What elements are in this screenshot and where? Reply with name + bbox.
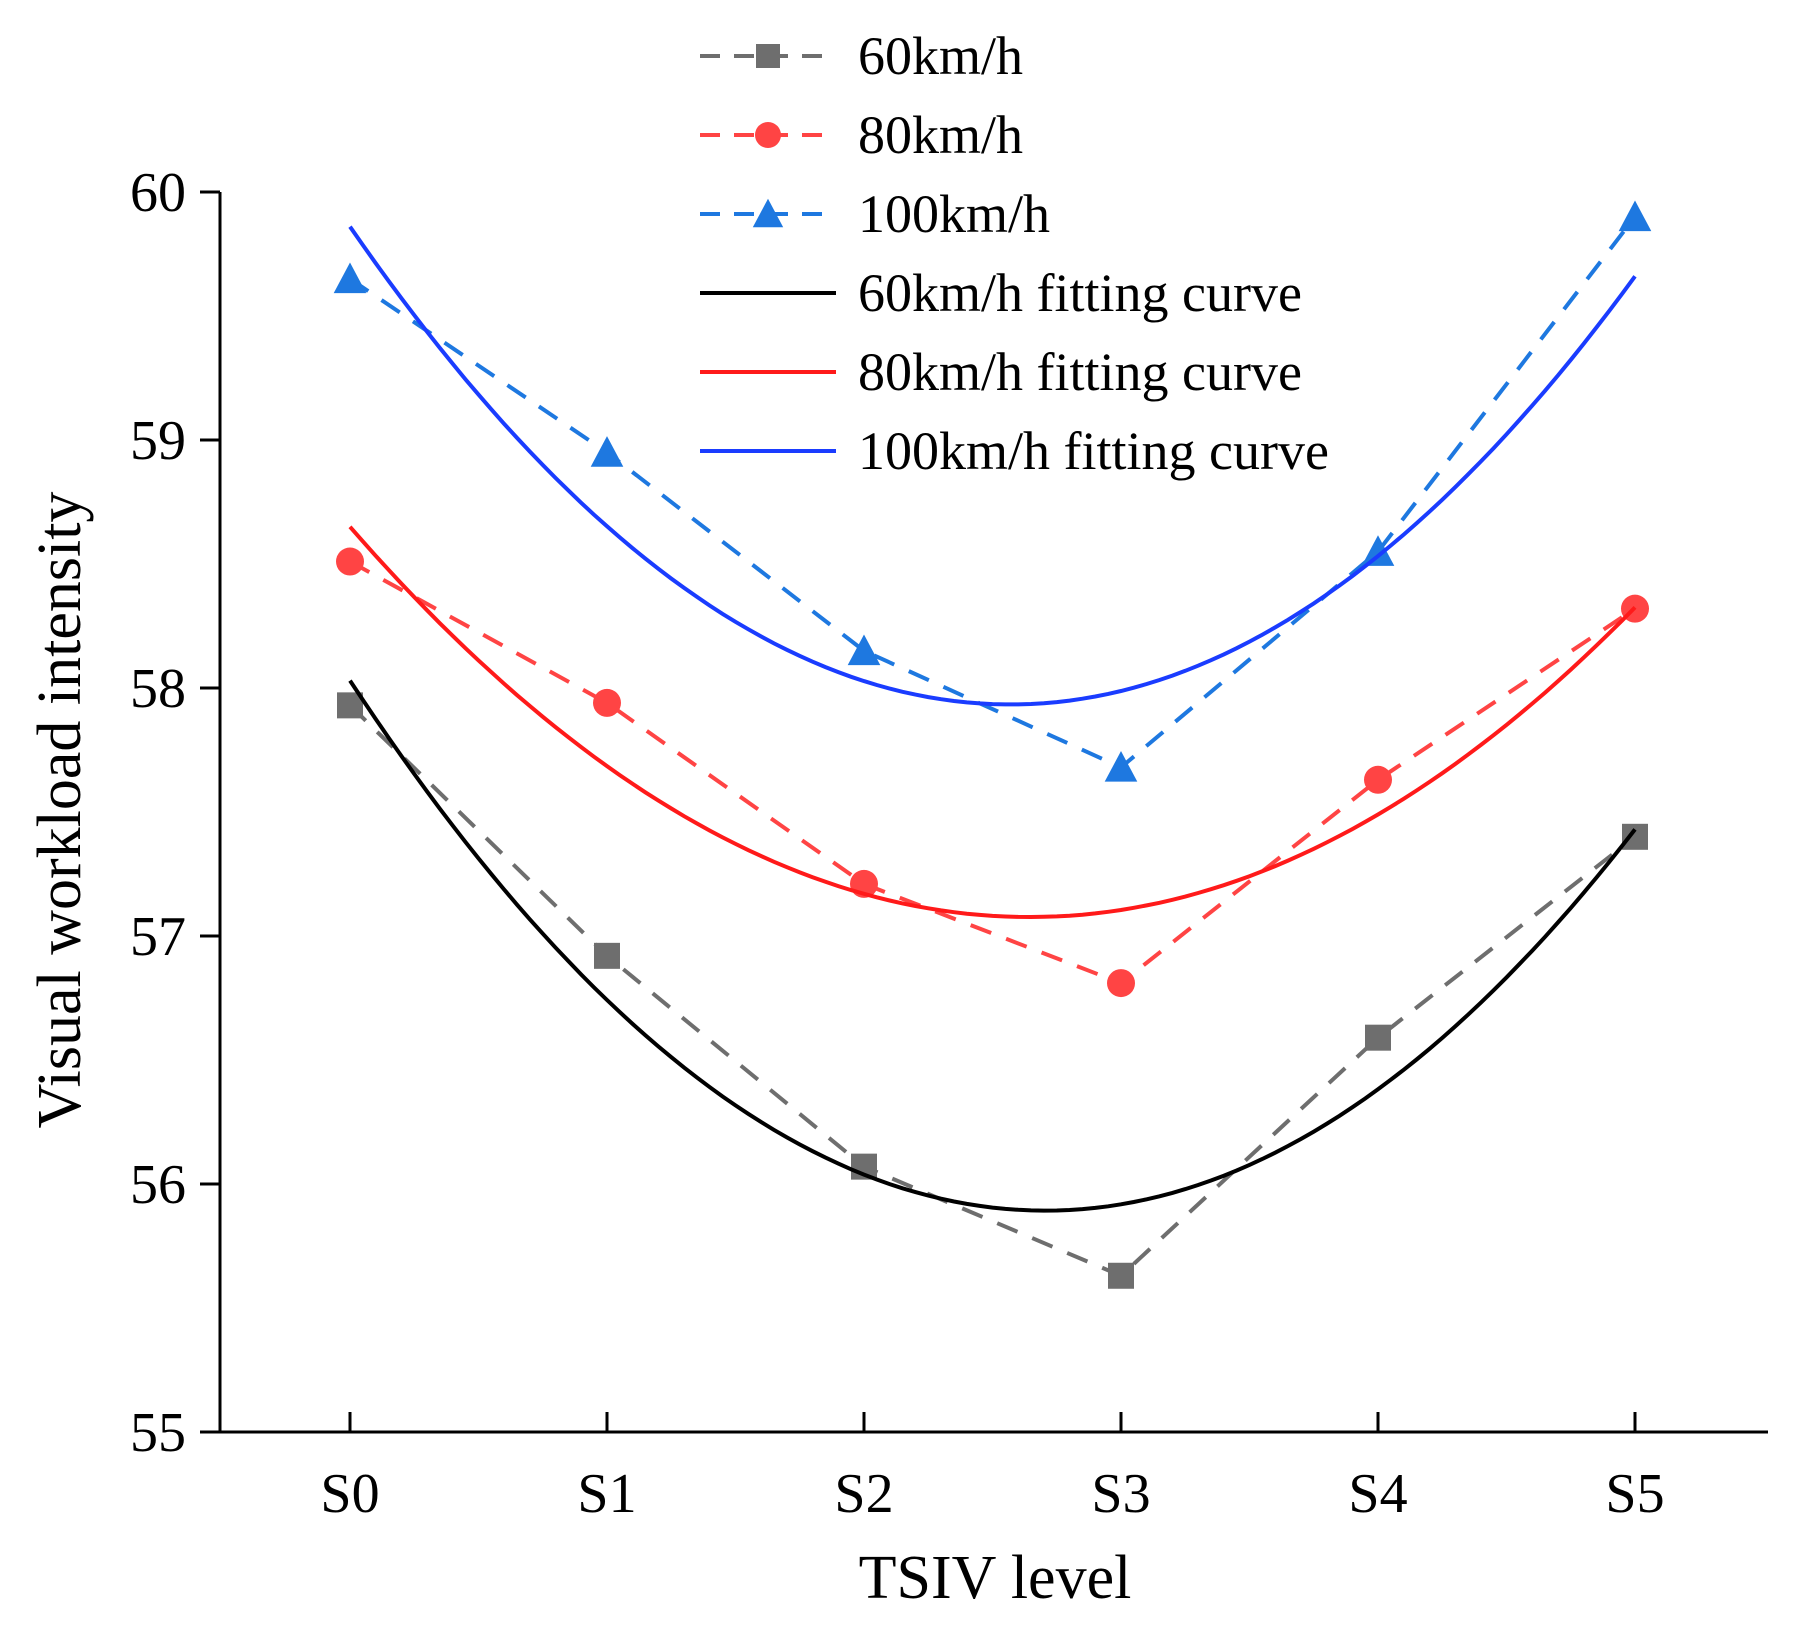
fit-curve-100km-h-fitting-curve (348, 225, 1637, 707)
data-point-60km-h (594, 942, 620, 969)
data-point-80km-h (1107, 969, 1135, 998)
legend-marker-80km-h (755, 122, 781, 148)
data-point-100km-h (590, 436, 624, 467)
plot-area (333, 200, 1652, 1289)
fit-curve-60km-h-fitting-curve (348, 679, 1637, 1213)
x-tick-label: S1 (577, 1463, 636, 1525)
legend-label-100km-h-fitting-curve: 100km/h fitting curve (858, 421, 1329, 481)
data-point-100km-h (847, 634, 881, 666)
y-tick-label: 57 (130, 906, 186, 968)
x-axis-title: TSIV level (859, 1544, 1132, 1612)
y-tick-label: 60 (130, 162, 186, 224)
legend-label-100km-h: 100km/h (858, 184, 1050, 244)
x-tick-label: S5 (1605, 1463, 1664, 1525)
legend-label-60km-h-fitting-curve: 60km/h fitting curve (858, 263, 1302, 323)
data-point-60km-h (1622, 823, 1648, 850)
x-tick-label: S2 (834, 1463, 893, 1525)
legend-label-80km-h: 80km/h (858, 105, 1023, 165)
data-point-80km-h (1364, 765, 1392, 794)
series-line-100km-h (348, 215, 1637, 770)
series-line-80km-h (349, 559, 1637, 986)
legend-marker-100km-h (752, 198, 784, 228)
x-tick-label: S4 (1348, 1463, 1407, 1525)
data-point-100km-h (1104, 751, 1138, 782)
data-point-100km-h (333, 262, 367, 294)
fit-curve-80km-h-fitting-curve (348, 525, 1637, 920)
legend-label-60km-h: 60km/h (858, 26, 1023, 86)
y-axis-title: Visual workload intensity (26, 492, 94, 1129)
legend: 60km/h 80km/h 100km/h 60km/h fitting curve 8… (700, 26, 1329, 481)
data-point-60km-h (1108, 1262, 1134, 1289)
axes: 55 56 57 58 59 60 S0 S1 S2 S3 S4 S5 (130, 162, 1768, 1525)
y-tick-label: 56 (130, 1154, 186, 1216)
series-line-60km-h (348, 703, 1637, 1279)
y-tick-label: 55 (130, 1402, 186, 1464)
y-tick-label: 58 (130, 658, 186, 720)
x-tick-label: S0 (320, 1463, 379, 1525)
data-point-100km-h (1361, 535, 1395, 566)
data-point-100km-h (1618, 200, 1652, 232)
y-tick-label: 59 (130, 410, 186, 472)
data-point-60km-h (1365, 1024, 1391, 1051)
legend-label-80km-h-fitting-curve: 80km/h fitting curve (858, 342, 1302, 402)
legend-marker-60km-h (756, 44, 780, 68)
data-point-80km-h (593, 688, 621, 717)
x-tick-label: S3 (1091, 1463, 1150, 1525)
data-point-80km-h (336, 547, 364, 576)
